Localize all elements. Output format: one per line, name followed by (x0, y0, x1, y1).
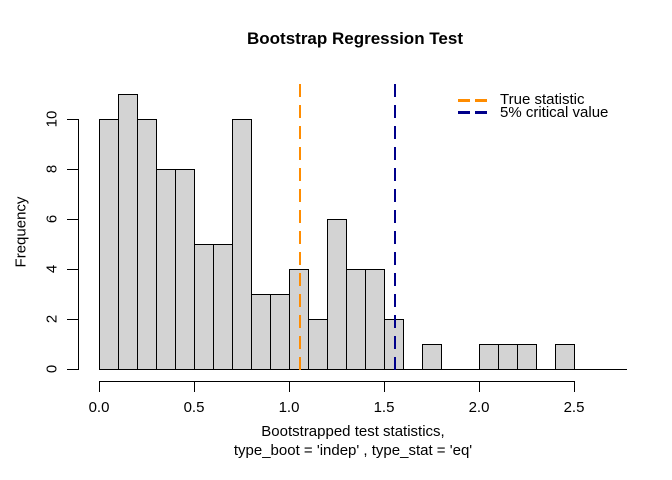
histogram-bar (194, 244, 214, 370)
x-tick-mark (194, 381, 195, 392)
x-tick-mark (479, 381, 480, 392)
histogram-bar (327, 219, 347, 370)
chart-title: Bootstrap Regression Test (246, 29, 464, 48)
x-tick-mark (289, 381, 290, 392)
y-tick-label: 8 (43, 164, 61, 174)
x-axis-line (99, 381, 575, 382)
y-tick-mark (67, 169, 78, 170)
y-tick-mark (67, 269, 78, 270)
x-tick-label: 2.0 (468, 399, 490, 416)
histogram-bar (479, 344, 499, 370)
y-tick-label: 4 (43, 264, 61, 274)
histogram-bar (137, 119, 157, 370)
y-tick-mark (67, 369, 78, 370)
histogram-bar (251, 294, 271, 370)
histogram-bar (365, 269, 385, 370)
histogram-bar (555, 344, 575, 370)
y-tick-mark (67, 219, 78, 220)
histogram-bar (498, 344, 518, 370)
y-tick-label: 6 (43, 214, 61, 224)
histogram-bar (270, 294, 290, 370)
legend-true-statistic-dash-icon (458, 99, 487, 102)
y-tick-label: 2 (43, 314, 61, 324)
histogram-bar (232, 119, 252, 370)
x-tick-mark (574, 381, 575, 392)
y-tick-label: 10 (43, 110, 61, 128)
histogram-bar (118, 94, 138, 370)
histogram-bar (213, 244, 233, 370)
histogram-bar (346, 269, 366, 370)
histogram-bar (422, 344, 442, 370)
x-tick-label: 2.5 (563, 399, 585, 416)
x-baseline (99, 369, 627, 370)
x-tick-mark (384, 381, 385, 392)
histogram-bar (156, 169, 176, 370)
y-tick-label: 0 (43, 364, 61, 374)
x-tick-label: 1.0 (278, 399, 300, 416)
x-tick-label: 1.5 (373, 399, 395, 416)
histogram-bar (175, 169, 195, 370)
legend-critical-value-label: 5% critical value (500, 104, 609, 121)
x-axis-title-line2: type_boot = 'indep' , type_stat = 'eq' (233, 442, 473, 459)
legend-critical-value-dash-icon (458, 111, 487, 114)
y-tick-mark (67, 119, 78, 120)
x-tick-label: 0.5 (183, 399, 205, 416)
x-tick-label: 0.0 (88, 399, 110, 416)
true-statistic-line (299, 84, 302, 377)
histogram-bar (517, 344, 537, 370)
x-tick-mark (99, 381, 100, 392)
histogram-bar (99, 119, 119, 370)
y-axis-line (78, 119, 79, 370)
x-axis-title-line1: Bootstrapped test statistics, (261, 423, 445, 440)
critical-value-line (394, 84, 397, 377)
legend-true-statistic-label: True statistic (500, 91, 585, 108)
y-tick-mark (67, 319, 78, 320)
histogram-bar (308, 319, 328, 370)
